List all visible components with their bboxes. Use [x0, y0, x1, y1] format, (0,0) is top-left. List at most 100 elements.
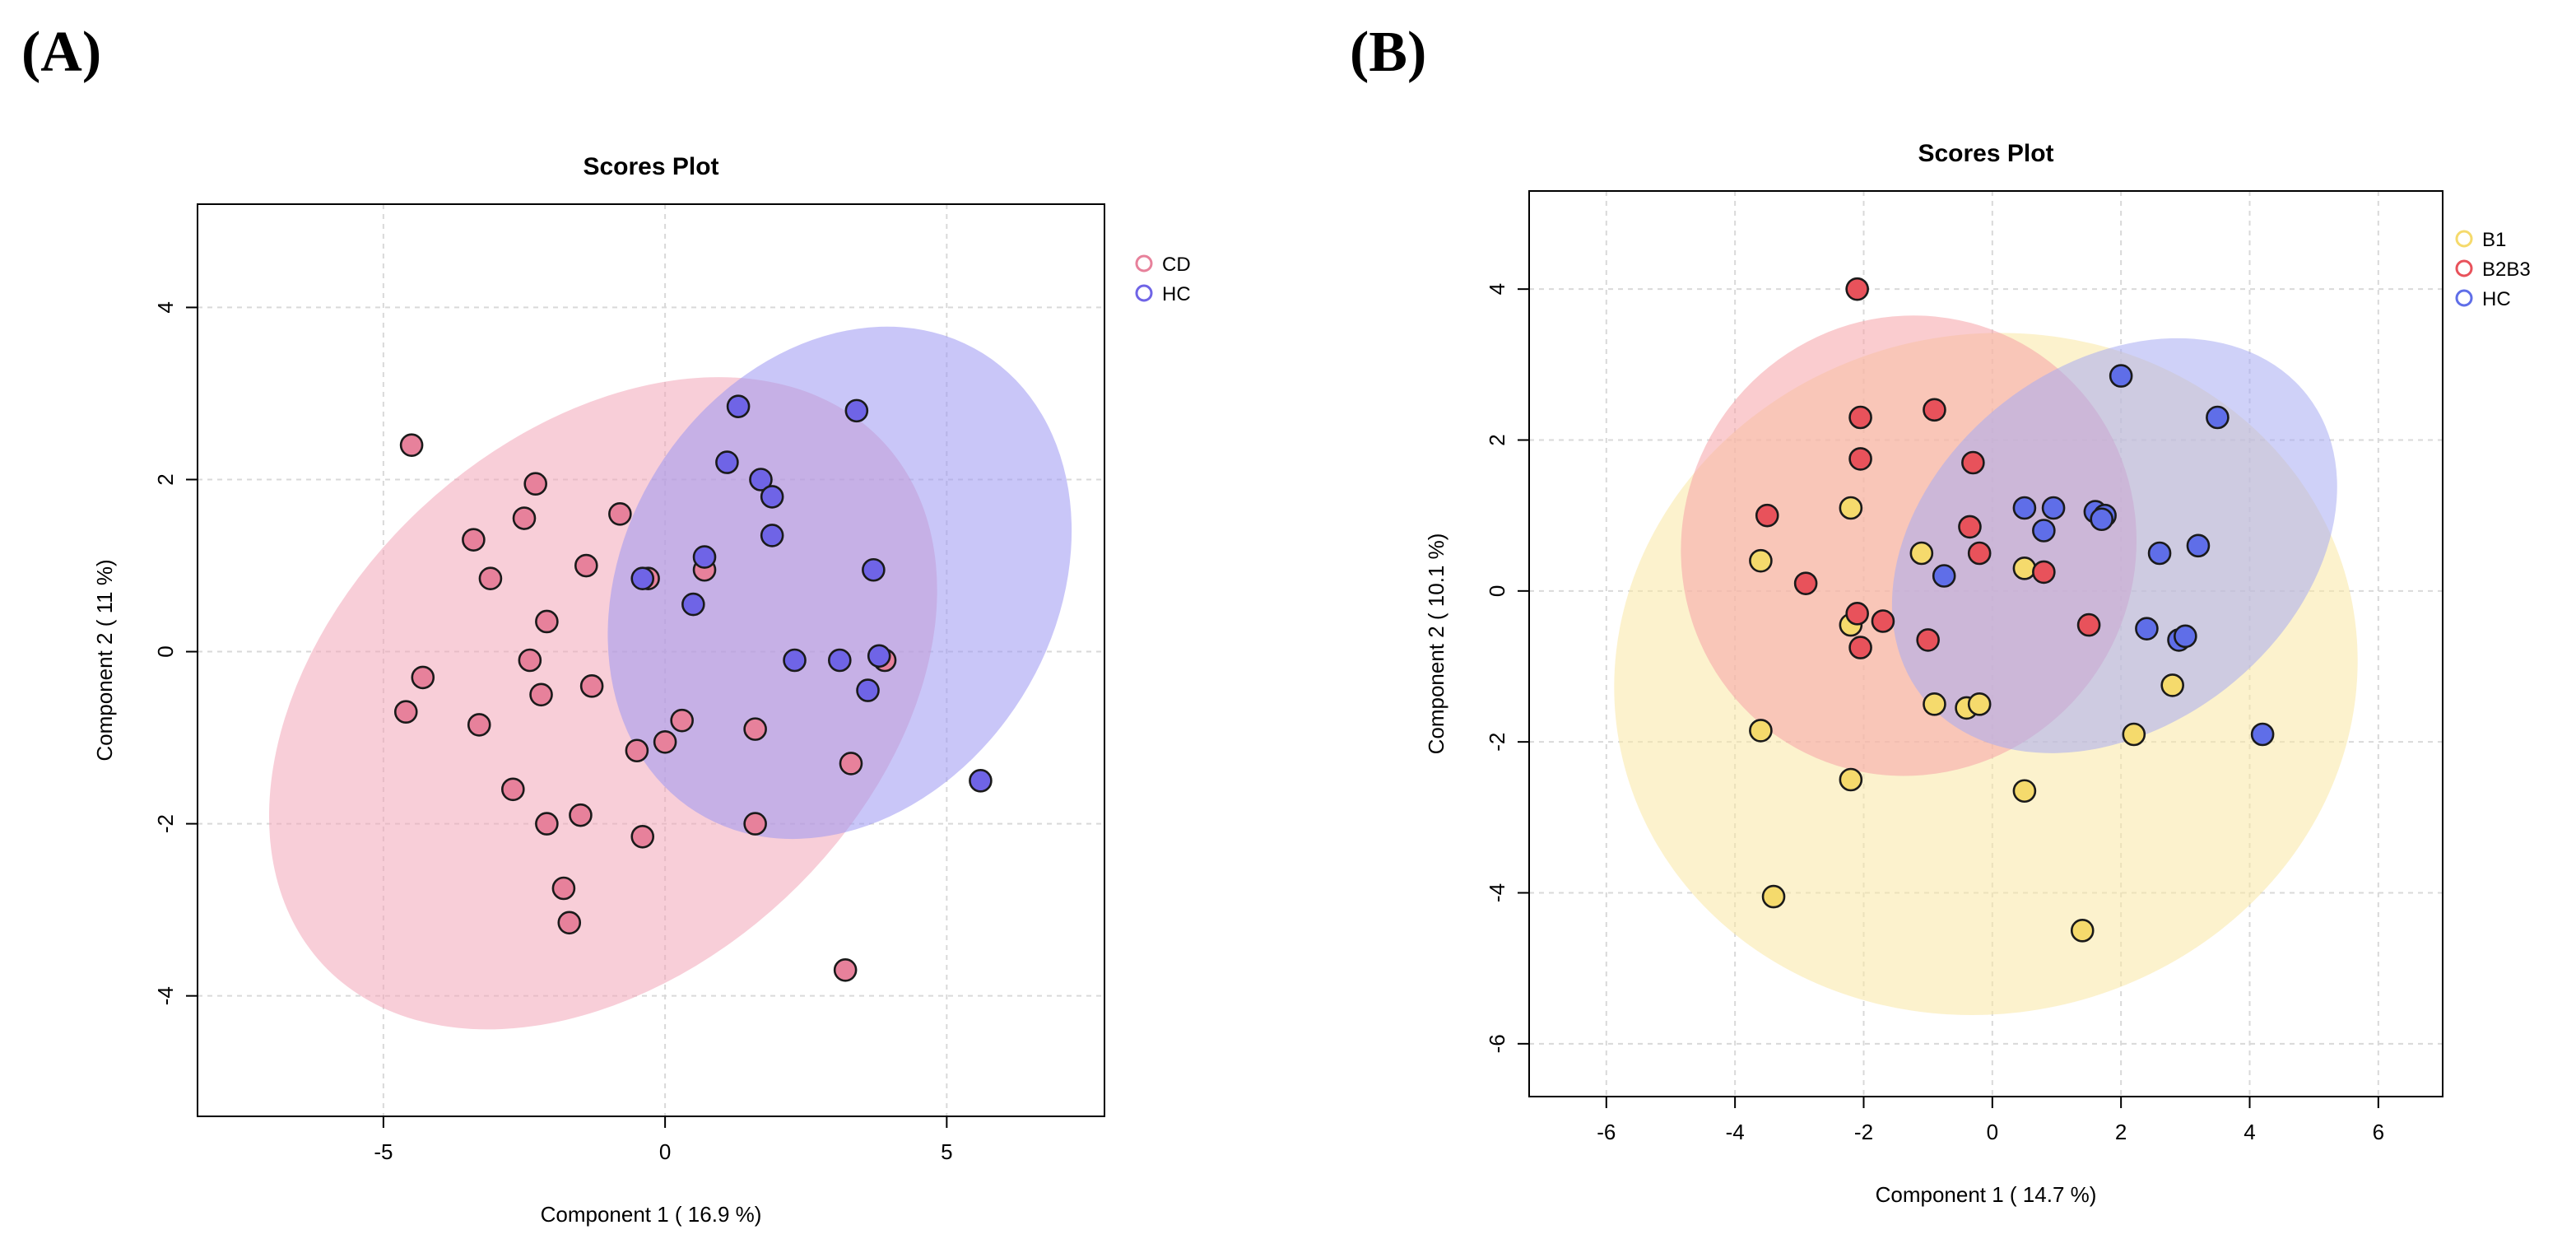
data-point-cd: [399, 433, 424, 457]
data-point-cd: [462, 528, 486, 552]
data-point-hc: [969, 769, 993, 793]
legend-label-hc: HC: [1162, 283, 1191, 305]
data-point-cd: [833, 958, 858, 982]
scores-plot-b: Scores Plot -6 -4 -2 0 2 4 6 -6 -4 -2 0 2 4 Component …: [1424, 140, 2531, 1207]
x-axis-label: Component 1 ( 14.7 %): [1876, 1182, 2097, 1207]
data-point-hc: [867, 644, 891, 668]
data-point-cd: [501, 777, 525, 802]
data-point-hc: [760, 524, 784, 547]
x-tick-label: -5: [374, 1139, 393, 1164]
scores-plot-a: Scores Plot -5 0 5 -4 -2 0 2 4 Component 1 ( 16.9…: [92, 153, 1191, 1227]
data-point-b2b3: [1916, 628, 1940, 652]
y-tick-label: 4: [153, 301, 178, 313]
data-point-hc: [630, 566, 655, 590]
data-point-b2b3: [2076, 613, 2101, 637]
legend-marker-cd: [1135, 254, 1153, 272]
data-point-hc: [715, 450, 739, 474]
data-point-b2b3: [1958, 515, 1982, 539]
data-point-cd: [743, 812, 767, 836]
data-point-b1: [2070, 919, 2095, 943]
y-axis-label: Component 2 ( 11 %): [92, 559, 117, 761]
data-point-cd: [608, 502, 632, 526]
y-tick-label: 2: [1485, 434, 1509, 445]
y-tick-label: 2: [153, 473, 178, 485]
data-point-cd: [478, 566, 503, 590]
panel-label-b: (B): [1350, 21, 1427, 84]
points-layer: [393, 394, 993, 982]
x-tick-label: 4: [2244, 1120, 2255, 1144]
data-point-b1: [1749, 548, 1773, 573]
data-point-b1: [1839, 496, 1863, 520]
data-point-hc: [844, 398, 869, 423]
plot-frame: [197, 203, 1105, 1117]
y-tick-label: 4: [1485, 283, 1509, 295]
data-point-b1: [2160, 673, 2184, 697]
data-point-hc: [856, 678, 880, 702]
data-point-hc: [749, 468, 773, 491]
data-point-cd: [743, 717, 767, 741]
data-point-cd: [393, 700, 418, 724]
data-point-b1: [2122, 722, 2146, 747]
y-tick-label: -2: [153, 814, 178, 833]
x-tick-label: 6: [2373, 1120, 2384, 1144]
data-point-b1: [2012, 779, 2037, 804]
data-point-b1: [1909, 541, 1934, 566]
data-point-hc: [2109, 364, 2133, 388]
panel-label-a: (A): [21, 21, 102, 84]
points-layer: [1749, 277, 2275, 943]
y-tick-label: -2: [1485, 733, 1509, 752]
data-point-cd: [523, 472, 547, 496]
data-point-hc: [692, 545, 717, 569]
data-point-hc: [726, 394, 751, 418]
y-tick-label: 0: [153, 645, 178, 657]
data-point-cd: [467, 713, 491, 737]
ellipse-layer: [1614, 315, 2358, 1016]
data-point-hc: [1932, 564, 1956, 588]
legend-marker-b1: [2455, 230, 2473, 248]
data-point-hc: [783, 648, 807, 673]
legend-marker-hc: [1135, 284, 1153, 302]
data-point-cd: [630, 824, 655, 849]
data-point-b2b3: [1961, 450, 1985, 475]
x-axis-label: Component 1 ( 16.9 %): [541, 1202, 762, 1227]
y-tick-label: -6: [1485, 1034, 1509, 1053]
y-tick-label: 0: [1485, 585, 1509, 597]
data-point-b2b3: [1793, 571, 1818, 595]
data-point-cd: [551, 876, 576, 901]
data-point-b2b3: [1848, 447, 1872, 471]
chart-title: Scores Plot: [1918, 140, 2053, 167]
data-point-hc: [862, 557, 886, 582]
data-point-cd: [512, 506, 537, 530]
data-point-b1: [1749, 719, 1773, 743]
data-point-cd: [839, 752, 863, 776]
data-point-cd: [653, 730, 677, 754]
data-point-cd: [579, 674, 604, 698]
data-point-b1: [2012, 557, 2037, 580]
legend-label-b1: B1: [2482, 229, 2506, 251]
plot-frame: [1528, 190, 2443, 1097]
data-point-b2b3: [1967, 541, 1992, 566]
data-point-cd: [625, 738, 649, 763]
y-tick-label: -4: [153, 986, 178, 1005]
data-point-hc: [681, 592, 705, 617]
ellipse-layer: [268, 326, 1072, 1030]
x-tick-label: -2: [1854, 1120, 1873, 1144]
data-point-b1: [1967, 692, 1992, 716]
data-point-hc: [2250, 722, 2275, 747]
data-point-cd: [411, 665, 435, 690]
data-point-b2b3: [1755, 503, 1779, 528]
data-point-b2b3: [2032, 560, 2056, 585]
data-point-cd: [557, 911, 582, 935]
data-point-cd: [535, 812, 559, 836]
x-tick-label: -4: [1726, 1120, 1745, 1144]
data-point-b1: [1761, 884, 1786, 909]
data-point-cd: [529, 682, 553, 707]
legend-marker-b2b3: [2455, 259, 2473, 277]
data-point-cd: [518, 648, 542, 673]
x-tick-label: 0: [1987, 1120, 1998, 1144]
data-point-cd: [574, 553, 598, 578]
y-tick-label: -4: [1485, 883, 1509, 902]
data-point-b1: [1923, 692, 1946, 716]
data-point-cd: [569, 803, 593, 827]
data-point-hc: [827, 648, 852, 673]
